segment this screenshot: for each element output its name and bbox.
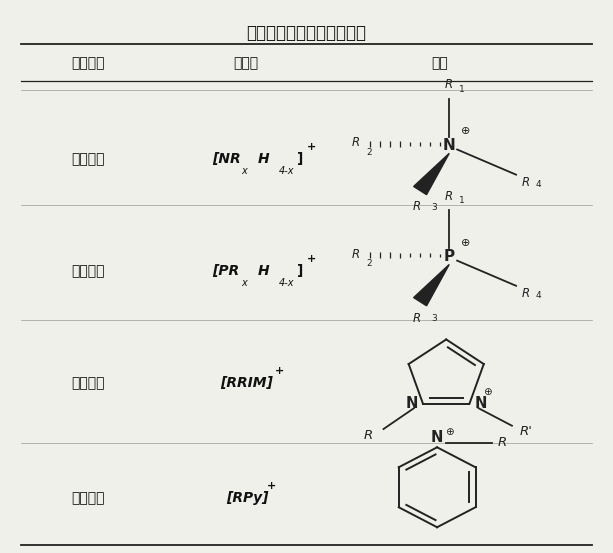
Text: [PR: [PR (212, 264, 240, 278)
Text: +: + (306, 254, 316, 264)
Text: H: H (258, 264, 270, 278)
Text: [NR: [NR (212, 152, 241, 166)
Text: ⊕: ⊕ (483, 387, 492, 397)
Text: ⊕: ⊕ (461, 238, 470, 248)
Text: N: N (406, 397, 418, 411)
Text: N: N (431, 430, 443, 445)
Text: R: R (351, 137, 359, 149)
Text: 4: 4 (536, 180, 541, 189)
Text: 吡啶离子: 吡啶离子 (71, 491, 105, 505)
Text: 1: 1 (459, 85, 465, 94)
Text: 2: 2 (366, 148, 371, 157)
Text: ⊕: ⊕ (445, 427, 454, 437)
Text: +: + (306, 142, 316, 152)
Text: R: R (364, 429, 373, 441)
Text: 2: 2 (366, 259, 371, 268)
Text: N: N (443, 138, 455, 153)
Text: 表达式: 表达式 (233, 56, 258, 70)
Text: [RPy]: [RPy] (226, 491, 268, 505)
Text: x: x (241, 278, 247, 288)
Text: 常见离子液体的阳离子结构: 常见离子液体的阳离子结构 (246, 24, 367, 41)
Text: R: R (445, 79, 453, 91)
Text: R: R (445, 190, 453, 202)
Text: 3: 3 (431, 202, 437, 212)
Text: +: + (275, 366, 284, 376)
Text: 3: 3 (431, 314, 437, 323)
Text: ]: ] (297, 152, 303, 166)
Text: R: R (413, 311, 421, 325)
Text: 咪唑离子: 咪唑离子 (71, 376, 105, 390)
Text: R': R' (520, 425, 533, 438)
Text: R: R (351, 248, 359, 260)
Text: 4-x: 4-x (280, 166, 295, 176)
Text: ⊕: ⊕ (461, 127, 470, 137)
Text: H: H (258, 152, 270, 166)
Text: 季铵离子: 季铵离子 (71, 152, 105, 166)
Text: 结构: 结构 (432, 56, 449, 70)
Text: [RRIM]: [RRIM] (220, 376, 273, 390)
Polygon shape (414, 153, 449, 195)
Text: R: R (413, 200, 421, 213)
Text: P: P (444, 249, 455, 264)
Polygon shape (414, 264, 449, 306)
Text: R: R (522, 176, 530, 189)
Text: R: R (498, 436, 507, 450)
Text: N: N (474, 397, 487, 411)
Text: x: x (241, 166, 247, 176)
Text: ]: ] (297, 264, 303, 278)
Text: 1: 1 (459, 196, 465, 205)
Text: +: + (267, 481, 276, 491)
Text: 离子名称: 离子名称 (71, 56, 105, 70)
Text: 4-x: 4-x (280, 278, 295, 288)
Text: R: R (522, 287, 530, 300)
Text: 4: 4 (536, 291, 541, 300)
Text: 季磷离子: 季磷离子 (71, 264, 105, 278)
